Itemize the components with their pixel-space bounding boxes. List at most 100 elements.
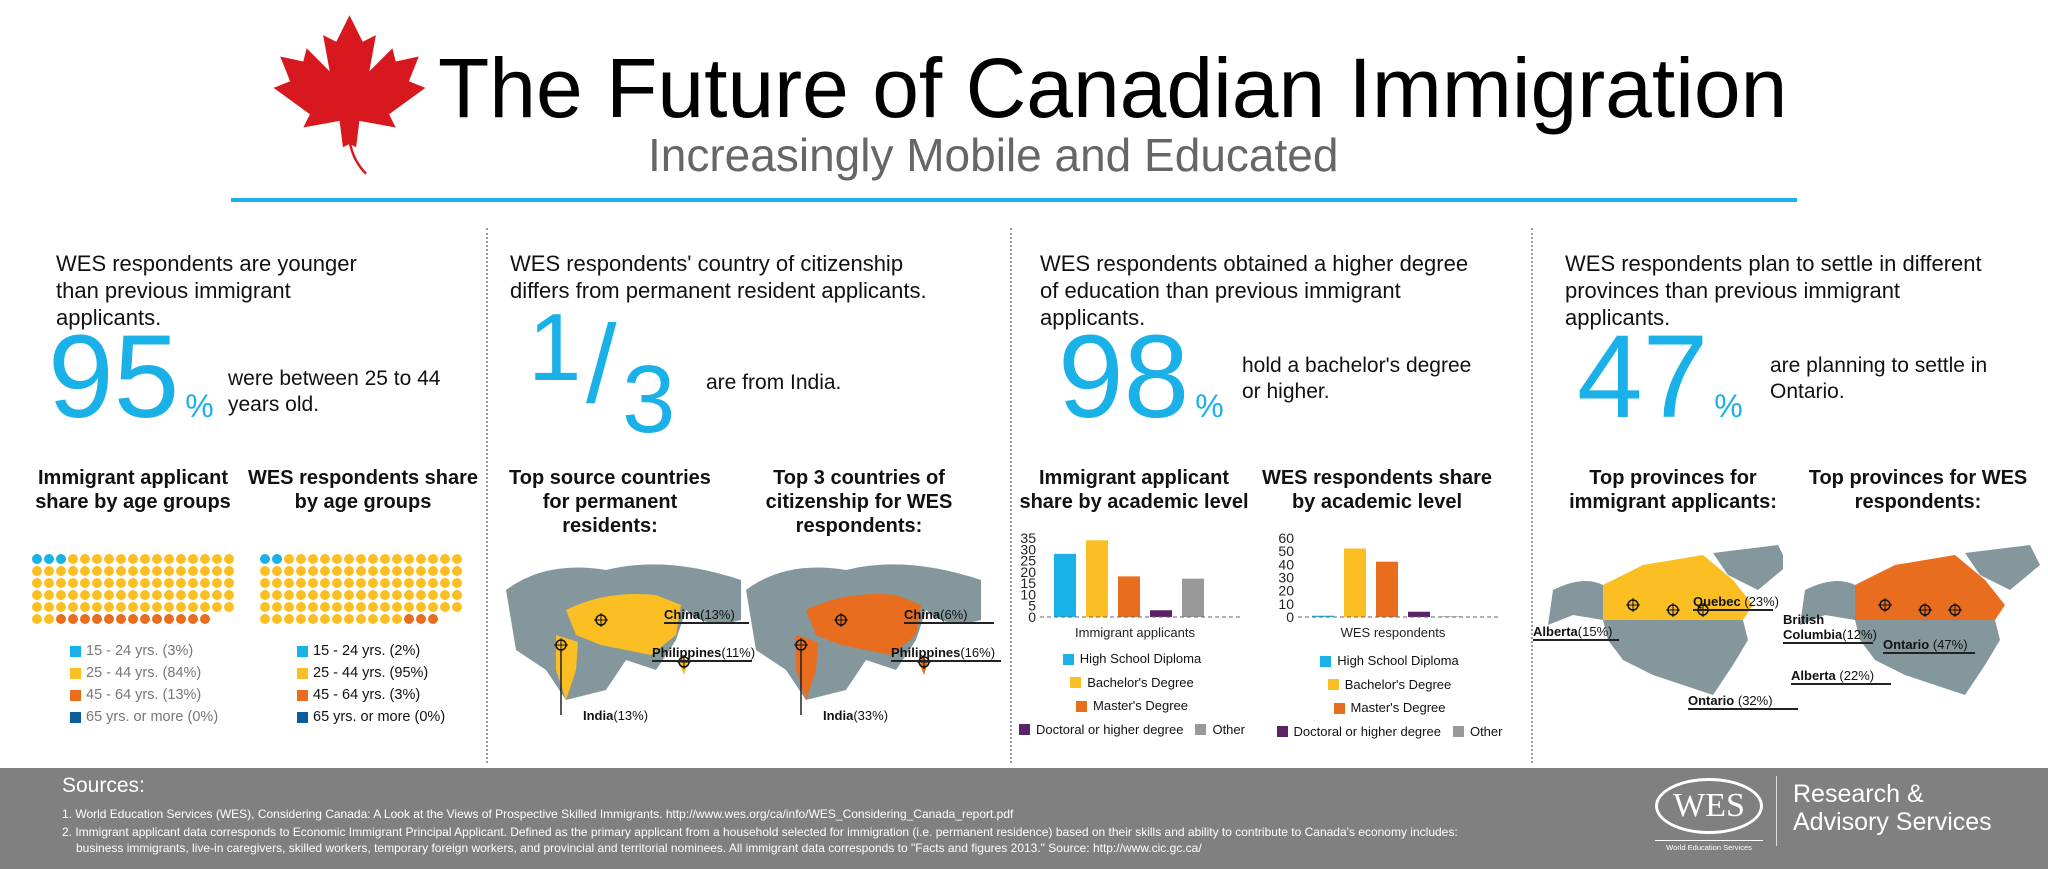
waffle-dot xyxy=(271,553,283,565)
legend-label: Master's Degree xyxy=(1350,700,1446,715)
legend-row: High School Diploma xyxy=(1012,648,1252,672)
label-name: China xyxy=(904,607,941,622)
waffle-dot xyxy=(343,613,355,625)
waffle-dot xyxy=(451,601,463,613)
waffle-dot xyxy=(415,613,427,625)
legend-row: Master's Degree xyxy=(1012,695,1252,719)
bar-bachelor-s-degree xyxy=(1344,548,1366,617)
waffle-dot xyxy=(343,601,355,613)
waffle-dot xyxy=(259,589,271,601)
brand-line-1: Research & xyxy=(1793,780,1924,808)
waffle-dot xyxy=(175,553,187,565)
legend-label: High School Diploma xyxy=(1337,653,1459,668)
waffle-dot xyxy=(151,577,163,589)
legend-swatch xyxy=(1076,700,1088,712)
waffle-dot xyxy=(163,577,175,589)
waffle-dot xyxy=(139,577,151,589)
china-highlight xyxy=(806,594,921,655)
legend-label: Bachelor's Degree xyxy=(1087,674,1194,690)
legend-item: 15 - 24 yrs. (2%) xyxy=(297,640,445,662)
bar-master-s-degree xyxy=(1118,576,1140,617)
waffle-chart-immigrant xyxy=(31,553,235,625)
waffle-dot xyxy=(331,565,343,577)
waffle-dot xyxy=(379,613,391,625)
waffle-dot xyxy=(43,589,55,601)
age-legend-wes: 15 - 24 yrs. (2%) 25 - 44 yrs. (95%) 45 - … xyxy=(297,640,445,728)
waffle-dot xyxy=(187,565,199,577)
waffle-dot xyxy=(211,601,223,613)
legend-label: 25 - 44 yrs. (84%) xyxy=(86,665,202,681)
crosshair xyxy=(1878,598,1892,612)
waffle-dot xyxy=(79,601,91,613)
label-name: Alberta xyxy=(1791,668,1836,683)
waffle-dot xyxy=(307,589,319,601)
source-2: 2. Immigrant applicant data corresponds … xyxy=(62,825,1458,839)
waffle-dot xyxy=(271,565,283,577)
waffle-dot xyxy=(115,613,127,625)
waffle-dot xyxy=(199,577,211,589)
label-quebec: Quebec (23%) xyxy=(1693,594,1779,611)
crosshair xyxy=(1918,603,1932,617)
waffle-dot xyxy=(283,613,295,625)
legend-label: 65 yrs. or more (0%) xyxy=(86,709,219,725)
crosshair xyxy=(834,613,848,627)
bar-doctoral-or-higher-degree xyxy=(1150,610,1172,617)
waffle-dot xyxy=(355,589,367,601)
waffle-dot xyxy=(427,589,439,601)
big-stat: 47% xyxy=(1577,318,1743,436)
y-tick-label: 30 xyxy=(1020,541,1036,557)
waffle-dot xyxy=(283,565,295,577)
waffle-dot xyxy=(151,565,163,577)
china-highlight xyxy=(566,594,681,655)
waffle-dot xyxy=(43,601,55,613)
label-ontario: Ontario (47%) xyxy=(1883,637,1975,654)
label-name: China xyxy=(664,607,701,622)
waffle-dot xyxy=(271,589,283,601)
greenland xyxy=(1965,545,2040,590)
waffle-dot xyxy=(415,601,427,613)
waffle-dot xyxy=(295,553,307,565)
waffle-dot xyxy=(199,589,211,601)
label-name: India xyxy=(823,708,854,723)
legend-item: High School Diploma xyxy=(1062,648,1201,670)
waffle-dot xyxy=(283,577,295,589)
usa-mexico xyxy=(1855,620,2000,695)
column-divider xyxy=(1010,228,1012,763)
waffle-dot xyxy=(175,601,187,613)
waffle-dot xyxy=(127,589,139,601)
map-title-permanent: Top source countries for permanent resid… xyxy=(509,467,711,537)
waffle-dot xyxy=(55,601,67,613)
crosshair xyxy=(554,638,568,652)
x-axis-label: WES respondents xyxy=(1341,625,1446,640)
bar-legend-wes: High School Diploma Bachelor's Degree Mast… xyxy=(1267,650,1512,744)
waffle-dot xyxy=(211,553,223,565)
legend-item: Other xyxy=(1195,719,1245,741)
waffle-dot xyxy=(295,565,307,577)
waffle-dot xyxy=(199,553,211,565)
waffle-dot xyxy=(211,565,223,577)
waffle-dot xyxy=(91,589,103,601)
y-tick-label: 5 xyxy=(1028,598,1036,614)
waffle-dot xyxy=(355,577,367,589)
legend-item: Master's Degree xyxy=(1076,695,1188,717)
waffle-dot xyxy=(223,589,235,601)
waffle-dot xyxy=(115,589,127,601)
waffle-dot xyxy=(403,613,415,625)
waffle-dot xyxy=(367,613,379,625)
waffle-dot xyxy=(223,601,235,613)
wes-logo: WES xyxy=(1655,778,1763,834)
waffle-dot xyxy=(415,577,427,589)
waffle-dot xyxy=(67,601,79,613)
sources-heading: Sources: xyxy=(62,774,145,797)
legend-label: 65 yrs. or more (0%) xyxy=(313,709,446,725)
legend-row: Doctoral or higher degree Other xyxy=(1012,719,1252,743)
big-stat-fraction: 1 / 3 xyxy=(528,300,688,448)
chart-title-immigrant: Immigrant applicant share by academic le… xyxy=(1019,467,1249,513)
waffle-dot xyxy=(103,565,115,577)
waffle-dot xyxy=(295,601,307,613)
waffle-dot xyxy=(55,565,67,577)
title-divider xyxy=(231,198,1797,202)
waffle-dot xyxy=(319,589,331,601)
chart-title-immigrant: Immigrant applicant share by age groups xyxy=(35,467,231,513)
